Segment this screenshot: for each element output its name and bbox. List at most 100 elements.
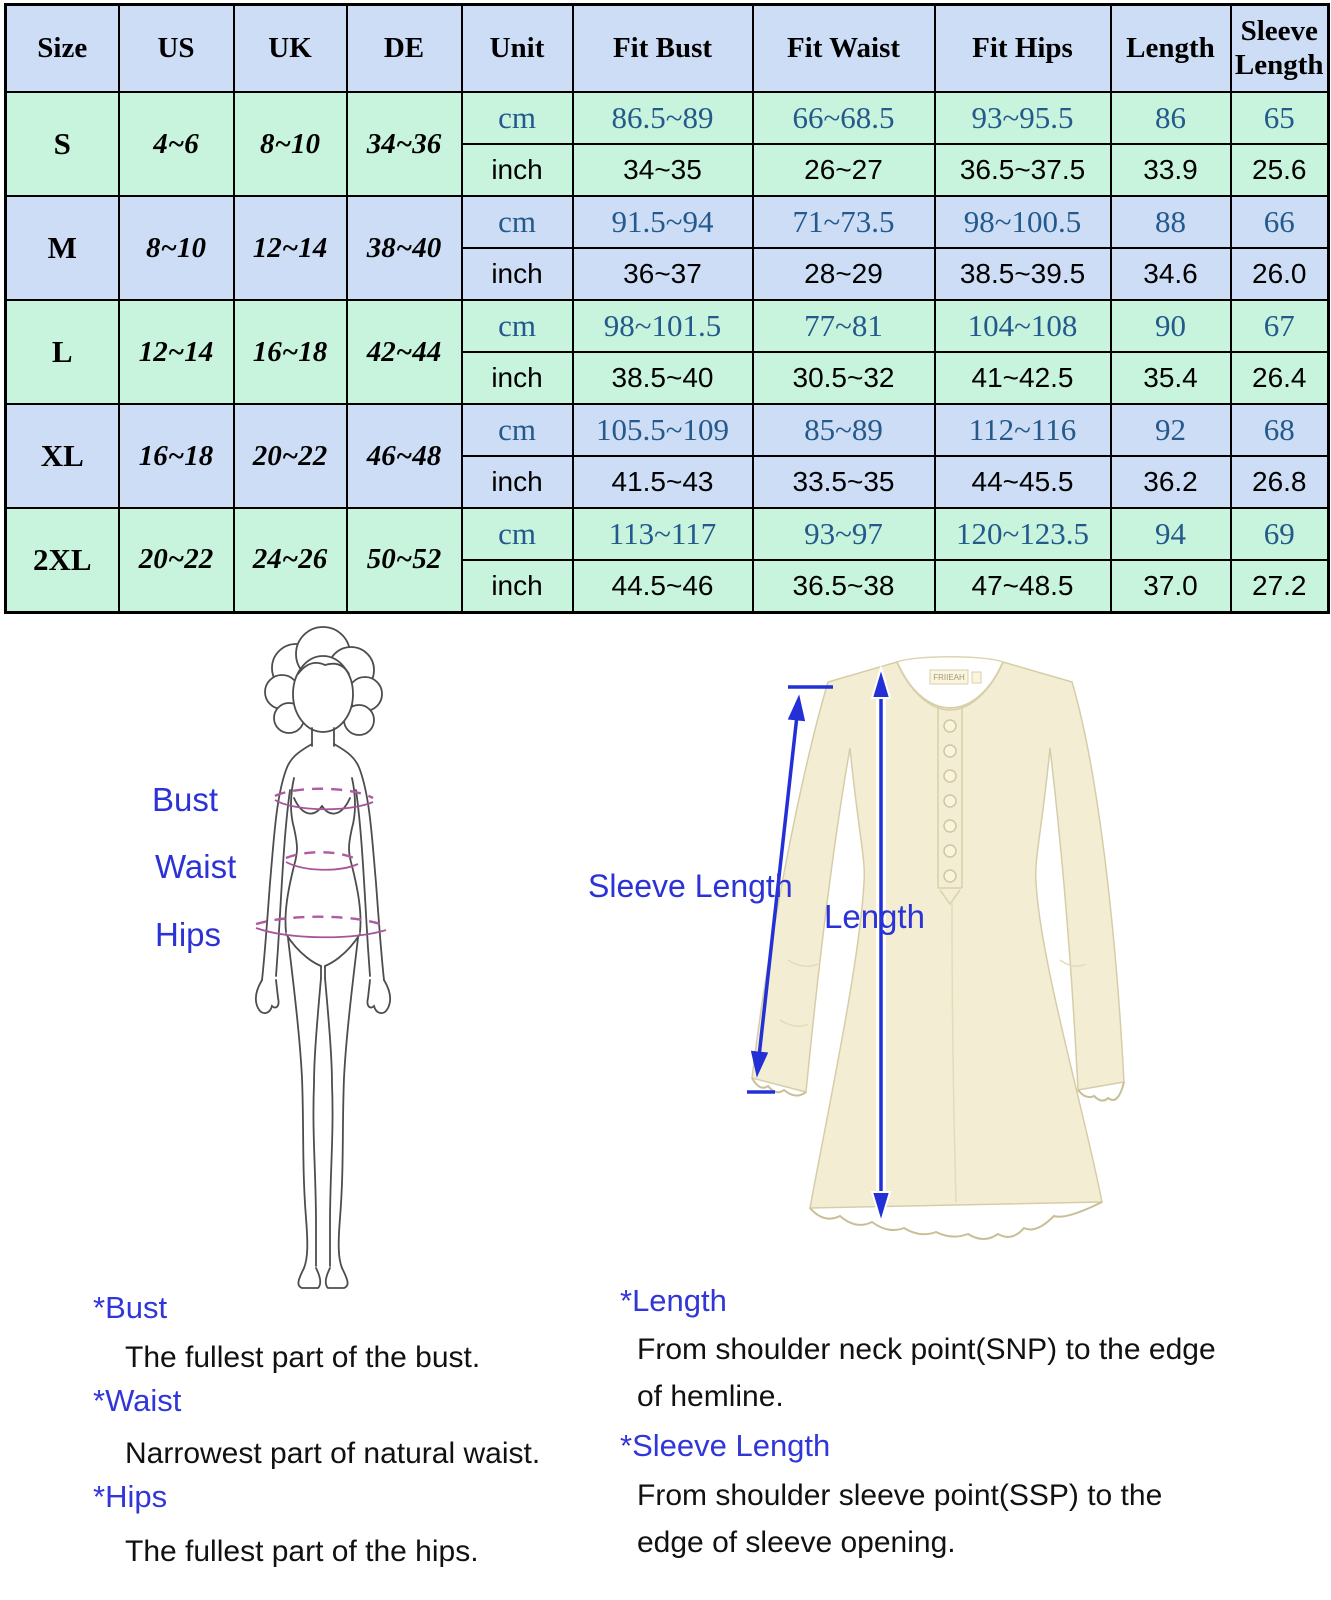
waist-cm: 93~97 bbox=[751, 507, 936, 561]
unit-cm: cm bbox=[460, 91, 574, 145]
header-length: Length bbox=[1109, 3, 1232, 93]
waist-definition-term: *Waist bbox=[93, 1383, 182, 1418]
waist-cm: 77~81 bbox=[751, 299, 936, 353]
hips-cm: 112~116 bbox=[933, 403, 1112, 457]
length-definition-text: From shoulder neck point(SNP) to the edg… bbox=[637, 1333, 1216, 1413]
sleeve-inch: 26.0 bbox=[1229, 247, 1330, 301]
header-unit: Unit bbox=[460, 3, 574, 93]
sleeve-length-definition-term: *Sleeve Length bbox=[620, 1428, 831, 1463]
sleeve-inch: 25.6 bbox=[1229, 143, 1330, 197]
bust-inch: 36~37 bbox=[571, 247, 754, 301]
table-row: inch 38.5~40 30.5~32 41~42.5 35.4 26.4 bbox=[6, 351, 1330, 405]
table-header-row: Size US UK DE Unit Fit Bust Fit Waist Fi… bbox=[4, 3, 1330, 93]
sleeve-inch: 27.2 bbox=[1229, 559, 1330, 613]
length-cm: 90 bbox=[1109, 299, 1232, 353]
waist-measure-line bbox=[285, 861, 359, 871]
length-cm: 94 bbox=[1109, 507, 1232, 561]
hips-inch: 36.5~37.5 bbox=[933, 143, 1112, 197]
bust-definition-term: *Bust bbox=[93, 1290, 168, 1325]
hips-label: Hips bbox=[155, 916, 222, 953]
bust-label: Bust bbox=[152, 781, 219, 818]
bust-definition-text: The fullest part of the bust. bbox=[125, 1341, 481, 1374]
waist-cm: 71~73.5 bbox=[751, 195, 936, 249]
hips-inch: 44~45.5 bbox=[933, 455, 1112, 509]
unit-cm: cm bbox=[460, 195, 574, 249]
sleeve-cm: 69 bbox=[1229, 507, 1330, 561]
hips-measure-line bbox=[255, 927, 387, 939]
de-size: 46~48 bbox=[345, 403, 463, 509]
length-inch: 33.9 bbox=[1109, 143, 1232, 197]
bust-cm: 98~101.5 bbox=[571, 299, 754, 353]
unit-inch: inch bbox=[460, 351, 574, 405]
length-definition-term: *Length bbox=[620, 1283, 727, 1318]
waist-inch: 36.5~38 bbox=[751, 559, 936, 613]
de-size: 50~52 bbox=[345, 507, 463, 613]
us-size: 16~18 bbox=[117, 403, 235, 509]
sleeve-length-diagram-label: Sleeve Length bbox=[588, 868, 793, 904]
length-cm: 88 bbox=[1109, 195, 1232, 249]
bust-cm: 86.5~89 bbox=[571, 91, 754, 145]
table-row: S 4~6 8~10 34~36 cm 86.5~89 66~68.5 93~9… bbox=[4, 91, 1330, 197]
size-s: S bbox=[4, 91, 120, 197]
unit-inch: inch bbox=[460, 455, 574, 509]
length-diagram-label: Length bbox=[824, 898, 925, 935]
table-row: L 12~14 16~18 42~44 cm 98~101.5 77~81 10… bbox=[4, 299, 1330, 405]
hips-cm: 104~108 bbox=[933, 299, 1112, 353]
waist-inch: 26~27 bbox=[751, 143, 936, 197]
sleeve-inch: 26.4 bbox=[1229, 351, 1330, 405]
uk-size: 12~14 bbox=[232, 195, 348, 301]
us-size: 20~22 bbox=[117, 507, 235, 613]
table-row: inch 34~35 26~27 36.5~37.5 33.9 25.6 bbox=[6, 143, 1330, 197]
header-fit-bust: Fit Bust bbox=[571, 3, 754, 93]
table-row: 2XL 20~22 24~26 50~52 cm 113~117 93~97 1… bbox=[4, 507, 1330, 613]
sleeve-length-arrow bbox=[747, 685, 833, 1094]
bust-inch: 44.5~46 bbox=[571, 559, 754, 613]
sleeve-length-definition-text: From shoulder sleeve point(SSP) to the e… bbox=[637, 1479, 1163, 1559]
hips-cm: 120~123.5 bbox=[933, 507, 1112, 561]
bust-inch: 38.5~40 bbox=[571, 351, 754, 405]
header-sleeve-length: Sleeve Length bbox=[1229, 3, 1330, 93]
unit-cm: cm bbox=[460, 507, 574, 561]
table-row: M 8~10 12~14 38~40 cm 91.5~94 71~73.5 98… bbox=[4, 195, 1330, 301]
length-inch: 36.2 bbox=[1109, 455, 1232, 509]
length-arrow bbox=[870, 664, 892, 1226]
table-row: inch 36~37 28~29 38.5~39.5 34.6 26.0 bbox=[6, 247, 1330, 301]
us-size: 8~10 bbox=[117, 195, 235, 301]
header-uk: UK bbox=[232, 3, 348, 93]
hips-inch: 38.5~39.5 bbox=[933, 247, 1112, 301]
hips-definition-term: *Hips bbox=[93, 1479, 168, 1514]
size-xl: XL bbox=[4, 403, 120, 509]
size-2xl: 2XL bbox=[4, 507, 120, 613]
size-m: M bbox=[4, 195, 120, 301]
bust-cm: 91.5~94 bbox=[571, 195, 754, 249]
waist-inch: 30.5~32 bbox=[751, 351, 936, 405]
uk-size: 20~22 bbox=[232, 403, 348, 509]
placket-buttons bbox=[943, 719, 957, 883]
waist-label: Waist bbox=[155, 848, 237, 885]
length-inch: 35.4 bbox=[1109, 351, 1232, 405]
waist-cm: 66~68.5 bbox=[751, 91, 936, 145]
waist-inch: 33.5~35 bbox=[751, 455, 936, 509]
dress-illustration: FRIIEAH bbox=[747, 656, 1125, 1240]
length-cm: 86 bbox=[1109, 91, 1232, 145]
hips-cm: 93~95.5 bbox=[933, 91, 1112, 145]
table-row: XL 16~18 20~22 46~48 cm 105.5~109 85~89 … bbox=[4, 403, 1330, 509]
bust-cm: 105.5~109 bbox=[571, 403, 754, 457]
waist-cm: 85~89 bbox=[751, 403, 936, 457]
us-size: 12~14 bbox=[117, 299, 235, 405]
sleeve-cm: 66 bbox=[1229, 195, 1330, 249]
us-size: 4~6 bbox=[117, 91, 235, 197]
header-us: US bbox=[117, 3, 235, 93]
uk-size: 24~26 bbox=[232, 507, 348, 613]
uk-size: 16~18 bbox=[232, 299, 348, 405]
size-l: L bbox=[4, 299, 120, 405]
waist-definition-text: Narrowest part of natural waist. bbox=[125, 1437, 541, 1470]
length-inch: 37.0 bbox=[1109, 559, 1232, 613]
bust-measure-line bbox=[274, 799, 374, 811]
uk-size: 8~10 bbox=[232, 91, 348, 197]
header-de: DE bbox=[345, 3, 463, 93]
sleeve-cm: 68 bbox=[1229, 403, 1330, 457]
header-fit-hips: Fit Hips bbox=[933, 3, 1112, 93]
bust-inch: 41.5~43 bbox=[571, 455, 754, 509]
